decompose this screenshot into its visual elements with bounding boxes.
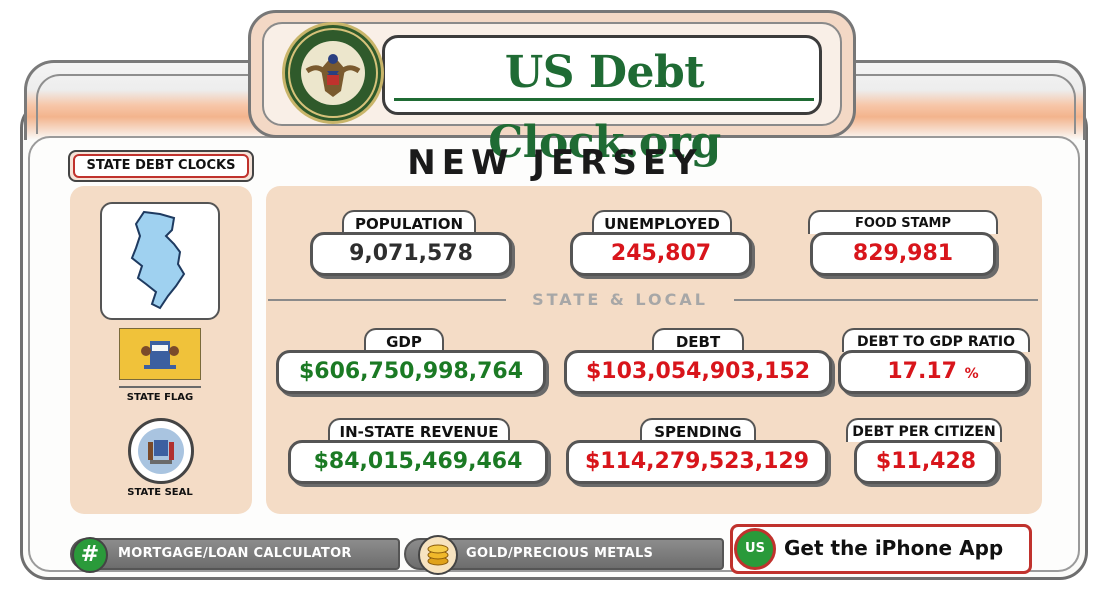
gold-precious-metals-label: GOLD/PRECIOUS METALS bbox=[466, 546, 654, 561]
gdp-label: GDP bbox=[364, 328, 444, 352]
revenue-label: IN-STATE REVENUE bbox=[328, 418, 510, 442]
state-seal-label: STATE SEAL bbox=[127, 487, 193, 498]
state-debt-clocks-button[interactable]: STATE DEBT CLOCKS bbox=[73, 154, 249, 178]
flag-divider bbox=[119, 386, 201, 388]
hash-icon: # bbox=[72, 537, 108, 573]
unemployed-label: UNEMPLOYED bbox=[592, 210, 732, 234]
iphone-app-button[interactable] bbox=[730, 524, 1032, 574]
new-jersey-flag-icon[interactable] bbox=[119, 328, 201, 380]
percent-unit: % bbox=[964, 366, 979, 382]
debt-to-gdp-value: 17.17 % bbox=[838, 350, 1028, 394]
gold-precious-metals-button[interactable]: GOLD/PRECIOUS METALS bbox=[404, 538, 724, 570]
gdp-value: $606,750,998,764 bbox=[276, 350, 546, 394]
logo-underline bbox=[394, 98, 814, 101]
new-jersey-map-icon[interactable] bbox=[100, 202, 220, 320]
state-flag-label: STATE FLAG bbox=[126, 392, 194, 403]
state-local-heading: STATE & LOCAL bbox=[506, 289, 734, 311]
us-debt-clock-seal-icon bbox=[282, 22, 384, 124]
population-value: 9,071,578 bbox=[310, 232, 512, 276]
unemployed-value: 245,807 bbox=[570, 232, 752, 276]
spending-value: $114,279,523,129 bbox=[566, 440, 828, 484]
revenue-value: $84,015,469,464 bbox=[288, 440, 548, 484]
us-app-icon: US bbox=[734, 528, 776, 570]
food-stamp-value: 829,981 bbox=[810, 232, 996, 276]
debt-value: $103,054,903,152 bbox=[564, 350, 832, 394]
debt-per-citizen-value: $11,428 bbox=[854, 440, 998, 484]
site-logo-text[interactable]: US Debt Clock.org bbox=[488, 47, 721, 168]
logo-badge[interactable] bbox=[382, 35, 822, 115]
debt-per-citizen-label: DEBT PER CITIZEN bbox=[846, 418, 1002, 442]
debt-to-gdp-label: DEBT TO GDP RATIO bbox=[842, 328, 1030, 352]
iphone-app-label: Get the iPhone App bbox=[784, 536, 1004, 560]
spending-label: SPENDING bbox=[640, 418, 756, 442]
seal-center bbox=[138, 428, 184, 474]
population-label: POPULATION bbox=[342, 210, 476, 234]
debt-to-gdp-number: 17.17 bbox=[887, 359, 957, 384]
coins-icon bbox=[418, 535, 458, 575]
state-title: NEW JERSEY bbox=[407, 143, 703, 183]
debt-label: DEBT bbox=[652, 328, 744, 352]
mortgage-calculator-label: MORTGAGE/LOAN CALCULATOR bbox=[118, 546, 352, 561]
mortgage-calculator-button[interactable]: MORTGAGE/LOAN CALCULATOR bbox=[70, 538, 400, 570]
food-stamp-label: FOOD STAMP RECIPIENTS bbox=[808, 210, 998, 255]
